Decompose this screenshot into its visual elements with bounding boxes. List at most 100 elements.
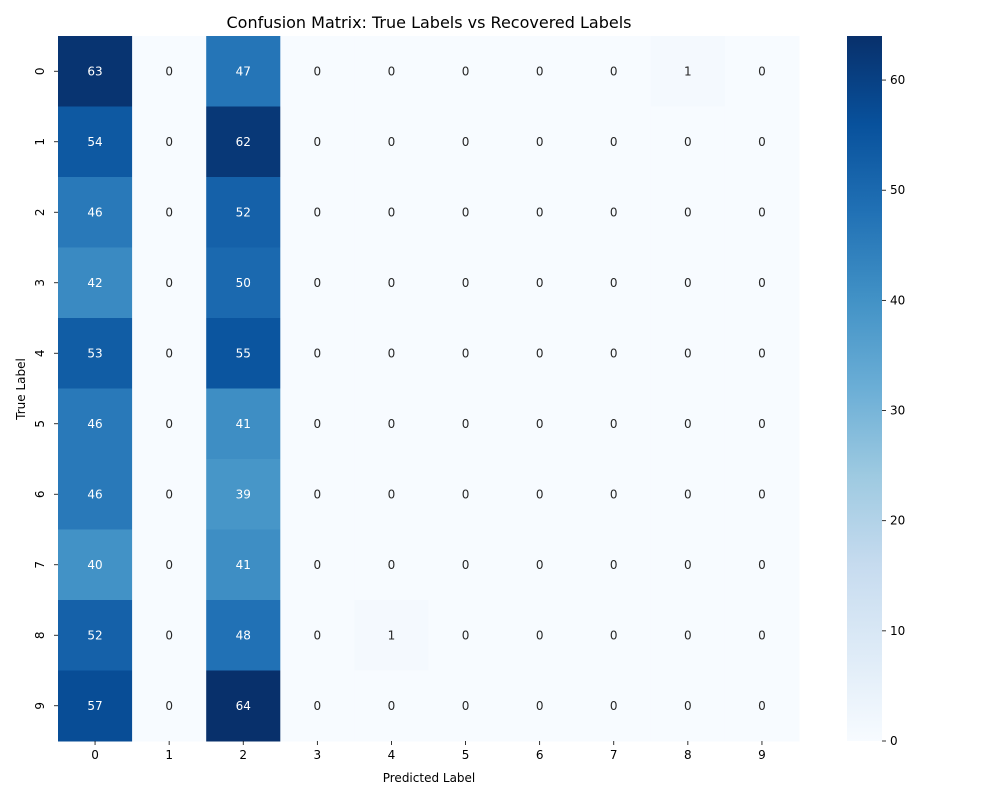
cell-value-label: 0 [462,135,470,149]
heatmap-cell [428,600,504,671]
heatmap-cell [58,459,133,530]
y-tick-label: 4 [33,349,47,357]
heatmap-cell [502,36,578,107]
cell-value-label: 0 [165,628,173,642]
x-axis-label: Predicted Label [383,771,476,785]
heatmap-cell [206,177,281,248]
cell-value-label: 0 [388,417,396,431]
cell-value-label: 0 [314,205,322,219]
heatmap-cell [58,36,133,107]
colorbar-tick-label: 50 [890,183,905,197]
heatmap-cell [280,459,355,530]
cell-value-label: 0 [165,135,173,149]
chart-title: Confusion Matrix: True Labels vs Recover… [226,13,631,32]
cell-value-label: 53 [87,346,102,360]
x-tick-label: 3 [314,748,322,762]
heatmap-cell [724,388,800,460]
heatmap-cell [576,36,652,107]
cell-value-label: 63 [87,64,102,78]
cell-value-label: 0 [610,64,618,78]
heatmap-cell [206,247,281,319]
colorbar-ticks: 0 10 20 30 40 50 60 [882,73,905,748]
cell-value-label: 0 [536,276,544,290]
y-tick-label: 2 [33,208,47,216]
y-tick-label: 3 [33,279,47,287]
cell-value-label: 0 [536,417,544,431]
heatmap-cell [724,106,800,178]
x-axis-ticks: 0 1 2 3 4 5 6 7 8 9 [91,741,766,762]
cell-value-label: 0 [684,558,692,572]
cell-value-label: 0 [610,135,618,149]
heatmap-cell [280,106,355,178]
heatmap-cell [280,529,355,601]
heatmap-cell [280,177,355,248]
cell-value-label: 0 [462,64,470,78]
cell-value-label: 0 [462,417,470,431]
heatmap-cell [206,318,281,389]
cell-value-label: 0 [388,276,396,290]
heatmap-cell [502,318,578,389]
cell-value-label: 0 [462,487,470,501]
cell-value-label: 0 [388,699,396,713]
y-axis-ticks: 0 1 2 3 4 5 6 7 8 9 [33,67,58,710]
heatmap-cell [354,106,429,178]
heatmap-cell [428,177,504,248]
heatmap-cell [650,106,726,178]
cell-value-label: 0 [165,558,173,572]
heatmap-cell [724,247,800,319]
heatmap-cell [576,388,652,460]
cell-value-label: 0 [684,487,692,501]
heatmap-cell [650,600,726,671]
heatmap-cell [132,670,207,742]
y-tick-label: 0 [33,67,47,75]
heatmap-cell [724,318,800,389]
colorbar-tick-label: 30 [890,404,905,418]
cell-value-label: 0 [165,205,173,219]
cell-value-label: 48 [236,628,251,642]
heatmap-cell [132,318,207,389]
cell-value-label: 0 [536,205,544,219]
colorbar-tick-label: 0 [890,734,898,748]
cell-value-label: 41 [236,558,251,572]
cell-value-label: 0 [758,135,766,149]
heatmap-cell [428,247,504,319]
heatmap-cell [428,459,504,530]
cell-value-label: 0 [684,628,692,642]
heatmap-cell [58,600,133,671]
cell-value-label: 52 [236,205,251,219]
colorbar-tick-label: 10 [890,624,905,638]
heatmap-cell [428,106,504,178]
cell-value-label: 0 [758,628,766,642]
cell-value-label: 0 [165,346,173,360]
cell-value-label: 64 [236,699,251,713]
heatmap-cell [502,459,578,530]
heatmap-cell [576,459,652,530]
heatmap-cell [576,600,652,671]
cell-value-label: 0 [684,417,692,431]
heatmap-cell [206,36,281,107]
colorbar-tick-label: 20 [890,514,905,528]
cell-value-label: 0 [314,135,322,149]
cell-value-label: 0 [314,558,322,572]
heatmap-cell [428,36,504,107]
y-tick-label: 8 [33,631,47,639]
cell-value-label: 0 [462,276,470,290]
heatmap-cell [650,670,726,742]
y-tick-label: 7 [33,561,47,569]
cell-value-label: 0 [314,487,322,501]
cell-value-label: 46 [87,487,102,501]
heatmap-cell [724,529,800,601]
heatmap-cell [428,670,504,742]
cell-value-label: 0 [758,699,766,713]
cell-value-label: 0 [462,346,470,360]
x-tick-label: 4 [388,748,396,762]
y-tick-label: 9 [33,702,47,710]
x-tick-label: 6 [536,748,544,762]
cell-value-label: 0 [165,417,173,431]
cell-value-label: 0 [758,276,766,290]
cell-value-label: 0 [314,417,322,431]
y-axis-label: True Label [14,358,28,421]
heatmap-cell [502,600,578,671]
cell-value-label: 0 [758,205,766,219]
cell-value-label: 0 [462,558,470,572]
